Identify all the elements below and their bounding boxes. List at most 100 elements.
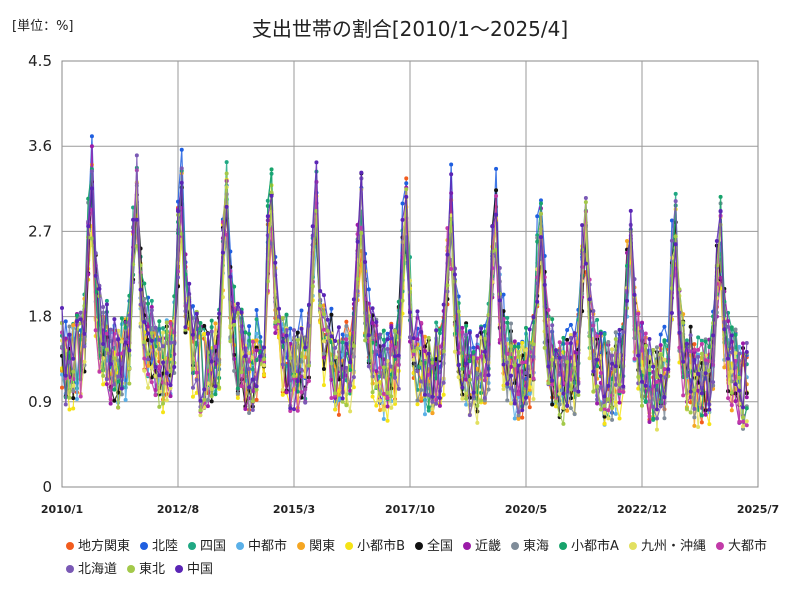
legend-label: 中国 xyxy=(187,562,213,577)
data-point xyxy=(647,371,652,376)
data-point xyxy=(209,359,214,364)
data-point xyxy=(393,328,398,333)
data-point xyxy=(134,217,139,222)
data-point xyxy=(460,373,465,378)
data-point xyxy=(366,333,371,338)
data-point xyxy=(404,176,409,181)
legend-item: 近畿 xyxy=(463,539,501,554)
data-point xyxy=(610,417,615,422)
data-point xyxy=(520,344,525,349)
data-point xyxy=(531,342,536,347)
data-point xyxy=(138,287,143,292)
data-point xyxy=(385,337,390,342)
data-point xyxy=(610,361,615,366)
data-point xyxy=(89,186,94,191)
data-point xyxy=(516,350,521,355)
data-point xyxy=(602,414,607,419)
data-point xyxy=(598,384,603,389)
data-point xyxy=(494,193,499,198)
data-point xyxy=(179,147,184,152)
data-point xyxy=(741,424,746,429)
data-point xyxy=(295,330,300,335)
series-中国 xyxy=(60,160,749,413)
data-point xyxy=(509,364,514,369)
data-point xyxy=(157,404,162,409)
data-point xyxy=(531,354,536,359)
data-point xyxy=(127,348,132,353)
data-point xyxy=(93,273,98,278)
legend-marker xyxy=(511,542,520,550)
data-point xyxy=(576,389,581,394)
data-point xyxy=(299,308,304,313)
data-point xyxy=(340,340,345,345)
data-point xyxy=(452,272,457,277)
data-point xyxy=(535,239,540,244)
data-point xyxy=(688,333,693,338)
data-point xyxy=(67,395,72,400)
data-point xyxy=(213,384,218,389)
data-point xyxy=(703,412,708,417)
data-point xyxy=(512,401,517,406)
data-point xyxy=(153,351,158,356)
data-point xyxy=(494,212,499,217)
data-point xyxy=(71,383,76,388)
data-point xyxy=(531,396,536,401)
data-point xyxy=(617,382,622,387)
data-point xyxy=(718,194,723,199)
data-point xyxy=(553,399,558,404)
data-point xyxy=(426,351,431,356)
data-point xyxy=(707,407,712,412)
legend-marker xyxy=(236,542,245,550)
data-point xyxy=(247,324,252,329)
legend-label: 関東 xyxy=(309,538,335,554)
data-point xyxy=(119,339,124,344)
legend-marker xyxy=(628,542,637,550)
data-point xyxy=(673,242,678,247)
data-point xyxy=(692,423,697,428)
data-point xyxy=(164,320,169,325)
data-point xyxy=(239,310,244,315)
data-point xyxy=(737,375,742,380)
data-point xyxy=(486,373,491,378)
data-point xyxy=(306,302,311,307)
data-point xyxy=(123,340,128,345)
data-point xyxy=(161,344,166,349)
data-point xyxy=(707,344,712,349)
data-point xyxy=(224,204,229,209)
data-point xyxy=(97,369,102,374)
data-point xyxy=(516,342,521,347)
data-point xyxy=(722,327,727,332)
data-point xyxy=(411,357,416,362)
data-point xyxy=(348,409,353,414)
data-point xyxy=(475,366,480,371)
data-point xyxy=(490,224,495,229)
data-point xyxy=(467,413,472,418)
x-tick-label: 2020/5 xyxy=(505,503,547,516)
legend-item: 東海 xyxy=(511,538,549,554)
data-point xyxy=(681,393,686,398)
data-point xyxy=(699,420,704,425)
data-point xyxy=(292,374,296,379)
data-point xyxy=(419,396,424,401)
data-point xyxy=(557,402,562,407)
data-point xyxy=(168,386,173,391)
data-point xyxy=(625,298,630,303)
data-point xyxy=(344,403,349,408)
data-point xyxy=(303,400,308,405)
data-point xyxy=(437,403,442,408)
data-point xyxy=(149,365,154,370)
data-point xyxy=(505,381,510,386)
data-point xyxy=(628,208,633,213)
data-point xyxy=(344,341,349,346)
data-point xyxy=(524,395,528,400)
data-point xyxy=(520,340,525,345)
data-point xyxy=(235,395,240,400)
data-point xyxy=(269,193,274,198)
data-point xyxy=(550,317,555,322)
data-point xyxy=(78,310,83,315)
data-point xyxy=(703,339,708,344)
data-point xyxy=(568,387,573,392)
data-point xyxy=(419,388,424,393)
data-point xyxy=(232,368,237,373)
data-point xyxy=(63,373,68,378)
